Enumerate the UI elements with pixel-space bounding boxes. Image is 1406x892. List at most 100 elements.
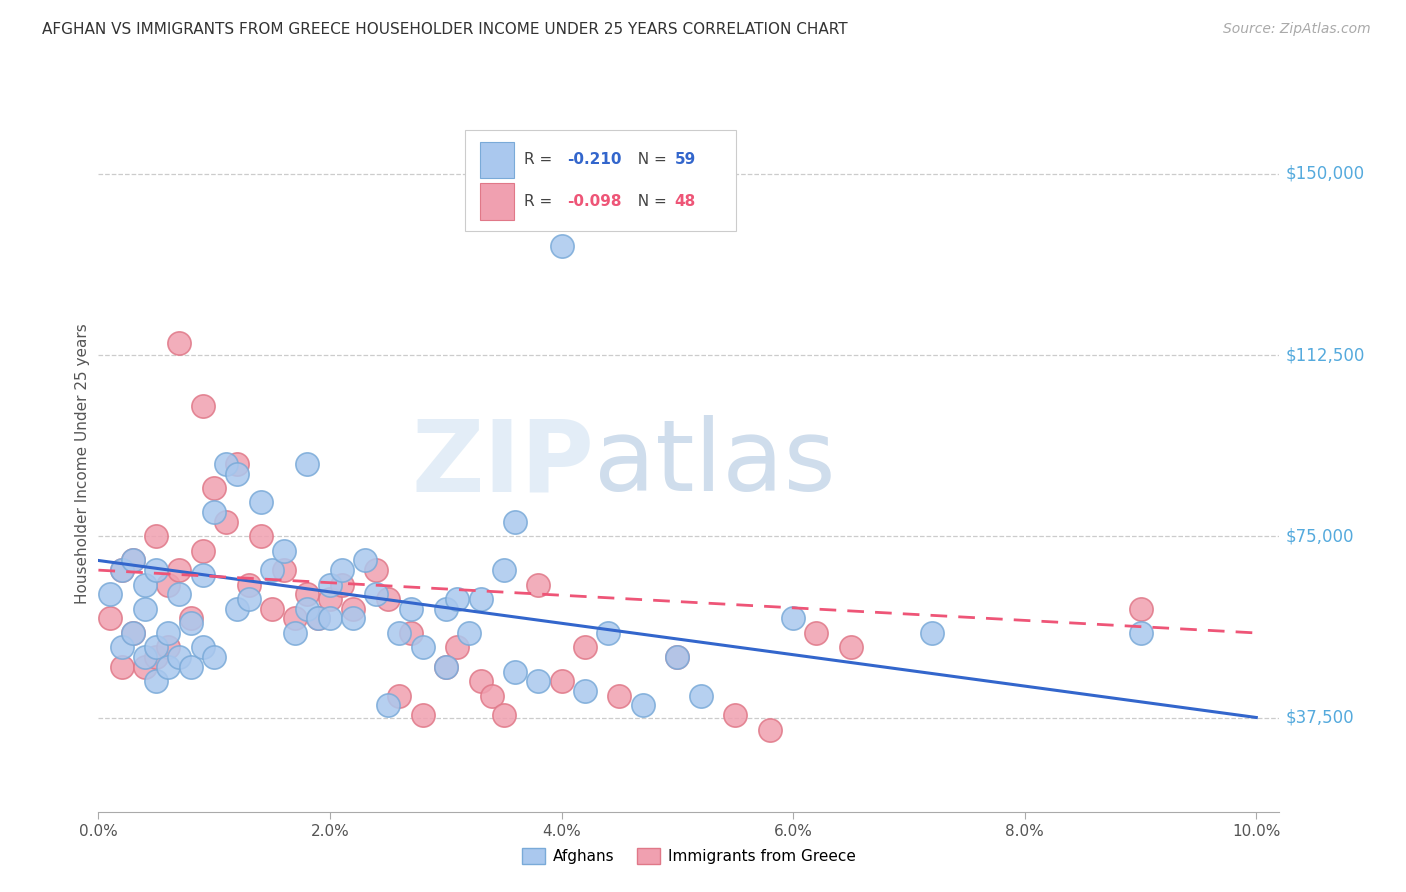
Point: [689, 689, 711, 703]
Point: [399, 626, 422, 640]
Point: [156, 660, 179, 674]
Point: [492, 563, 515, 577]
Point: [134, 650, 156, 665]
Point: [145, 640, 167, 655]
Point: [145, 650, 167, 665]
Point: [470, 674, 492, 689]
Point: [330, 563, 353, 577]
Point: [180, 660, 202, 674]
Point: [262, 602, 284, 616]
Point: [191, 543, 214, 558]
Point: [434, 660, 457, 674]
Text: Source: ZipAtlas.com: Source: ZipAtlas.com: [1223, 22, 1371, 37]
Point: [492, 708, 515, 723]
Point: [574, 640, 596, 655]
Point: [156, 577, 179, 591]
Point: [284, 626, 307, 640]
Text: -0.210: -0.210: [567, 153, 621, 168]
Point: [226, 467, 249, 481]
Y-axis label: Householder Income Under 25 years: Householder Income Under 25 years: [75, 324, 90, 604]
Point: [122, 553, 145, 567]
Point: [724, 708, 747, 723]
Point: [434, 602, 457, 616]
Point: [782, 611, 804, 625]
Point: [481, 689, 503, 703]
Point: [202, 481, 225, 495]
Point: [1129, 626, 1152, 640]
Point: [839, 640, 862, 655]
Point: [262, 563, 284, 577]
Point: [249, 495, 271, 509]
Point: [202, 650, 225, 665]
Point: [470, 592, 492, 607]
Point: [169, 650, 191, 665]
Point: [134, 660, 156, 674]
Point: [353, 553, 375, 567]
Point: [273, 563, 295, 577]
Point: [134, 602, 156, 616]
Point: [295, 587, 318, 601]
Point: [574, 684, 596, 698]
Point: [550, 674, 572, 689]
Point: [1129, 602, 1152, 616]
Text: $150,000: $150,000: [1285, 165, 1364, 183]
Point: [226, 457, 249, 471]
Point: [226, 602, 249, 616]
Point: [122, 553, 145, 567]
Point: [609, 689, 631, 703]
Point: [806, 626, 828, 640]
Point: [98, 587, 121, 601]
Point: [169, 336, 191, 351]
Text: AFGHAN VS IMMIGRANTS FROM GREECE HOUSEHOLDER INCOME UNDER 25 YEARS CORRELATION C: AFGHAN VS IMMIGRANTS FROM GREECE HOUSEHO…: [42, 22, 848, 37]
Text: $75,000: $75,000: [1285, 527, 1354, 545]
Point: [156, 626, 179, 640]
Text: -0.098: -0.098: [567, 194, 621, 209]
Point: [319, 611, 342, 625]
Point: [550, 239, 572, 253]
Point: [110, 640, 132, 655]
Point: [156, 640, 179, 655]
Point: [921, 626, 943, 640]
Point: [295, 602, 318, 616]
Text: $37,500: $37,500: [1285, 708, 1354, 726]
Point: [238, 577, 260, 591]
Point: [191, 568, 214, 582]
Point: [273, 543, 295, 558]
Legend: Afghans, Immigrants from Greece: Afghans, Immigrants from Greece: [516, 842, 862, 871]
Point: [169, 563, 191, 577]
Point: [169, 587, 191, 601]
Point: [399, 602, 422, 616]
Point: [342, 602, 364, 616]
Text: R =: R =: [523, 194, 557, 209]
Point: [145, 563, 167, 577]
Point: [191, 640, 214, 655]
Point: [366, 587, 388, 601]
Point: [307, 611, 329, 625]
Point: [110, 660, 132, 674]
Point: [446, 592, 468, 607]
Point: [666, 650, 689, 665]
Point: [388, 626, 411, 640]
FancyBboxPatch shape: [479, 184, 515, 219]
Point: [342, 611, 364, 625]
Point: [110, 563, 132, 577]
Point: [180, 611, 202, 625]
Point: [180, 616, 202, 631]
FancyBboxPatch shape: [464, 130, 737, 231]
Point: [596, 626, 619, 640]
Point: [503, 515, 526, 529]
Point: [330, 577, 353, 591]
Text: atlas: atlas: [595, 416, 837, 512]
Point: [366, 563, 388, 577]
Text: R =: R =: [523, 153, 557, 168]
Point: [215, 457, 238, 471]
Point: [412, 640, 434, 655]
Text: N =: N =: [627, 194, 671, 209]
Point: [527, 674, 550, 689]
FancyBboxPatch shape: [479, 142, 515, 178]
Point: [98, 611, 121, 625]
Point: [145, 529, 167, 543]
Point: [145, 674, 167, 689]
Point: [238, 592, 260, 607]
Point: [319, 577, 342, 591]
